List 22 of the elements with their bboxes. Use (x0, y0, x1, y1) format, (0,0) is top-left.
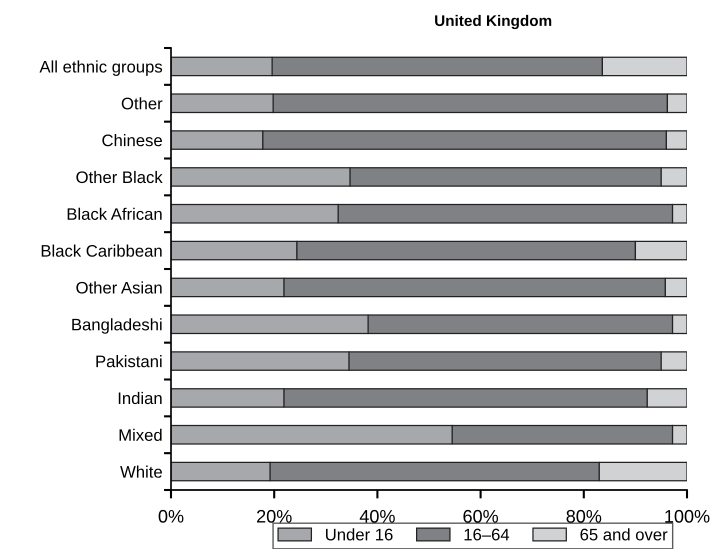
legend-label: 16–64 (464, 528, 510, 540)
legend-label: 65 and over (580, 528, 668, 540)
x-tick-label: 60% (463, 510, 498, 523)
y-tick-label: All ethnic groups (39, 60, 162, 76)
y-tick-label: White (120, 466, 162, 478)
x-tick-label: 80% (566, 510, 602, 523)
legend-label: Under 16 (326, 528, 393, 540)
y-tick-label: Bangladeshi (72, 318, 162, 334)
y-tick-label: Pakistani (96, 355, 162, 368)
y-tick-label: Chinese (102, 134, 162, 146)
y-tick-label: Other Black (76, 170, 163, 184)
chart-title: United Kingdom (435, 14, 552, 30)
y-tick-label: Indian (118, 392, 162, 404)
y-tick-label: Mixed (120, 428, 162, 441)
x-tick-label: 0% (158, 510, 184, 523)
y-tick-label: Other (122, 97, 162, 110)
x-tick-label: 40% (360, 510, 395, 523)
y-tick-label: Other Asian (76, 281, 162, 294)
y-tick-label: Black Caribbean (42, 244, 162, 257)
y-tick-label: Black African (68, 208, 162, 220)
x-tick-label: 20% (257, 510, 292, 523)
x-tick-label: 100% (665, 510, 710, 523)
